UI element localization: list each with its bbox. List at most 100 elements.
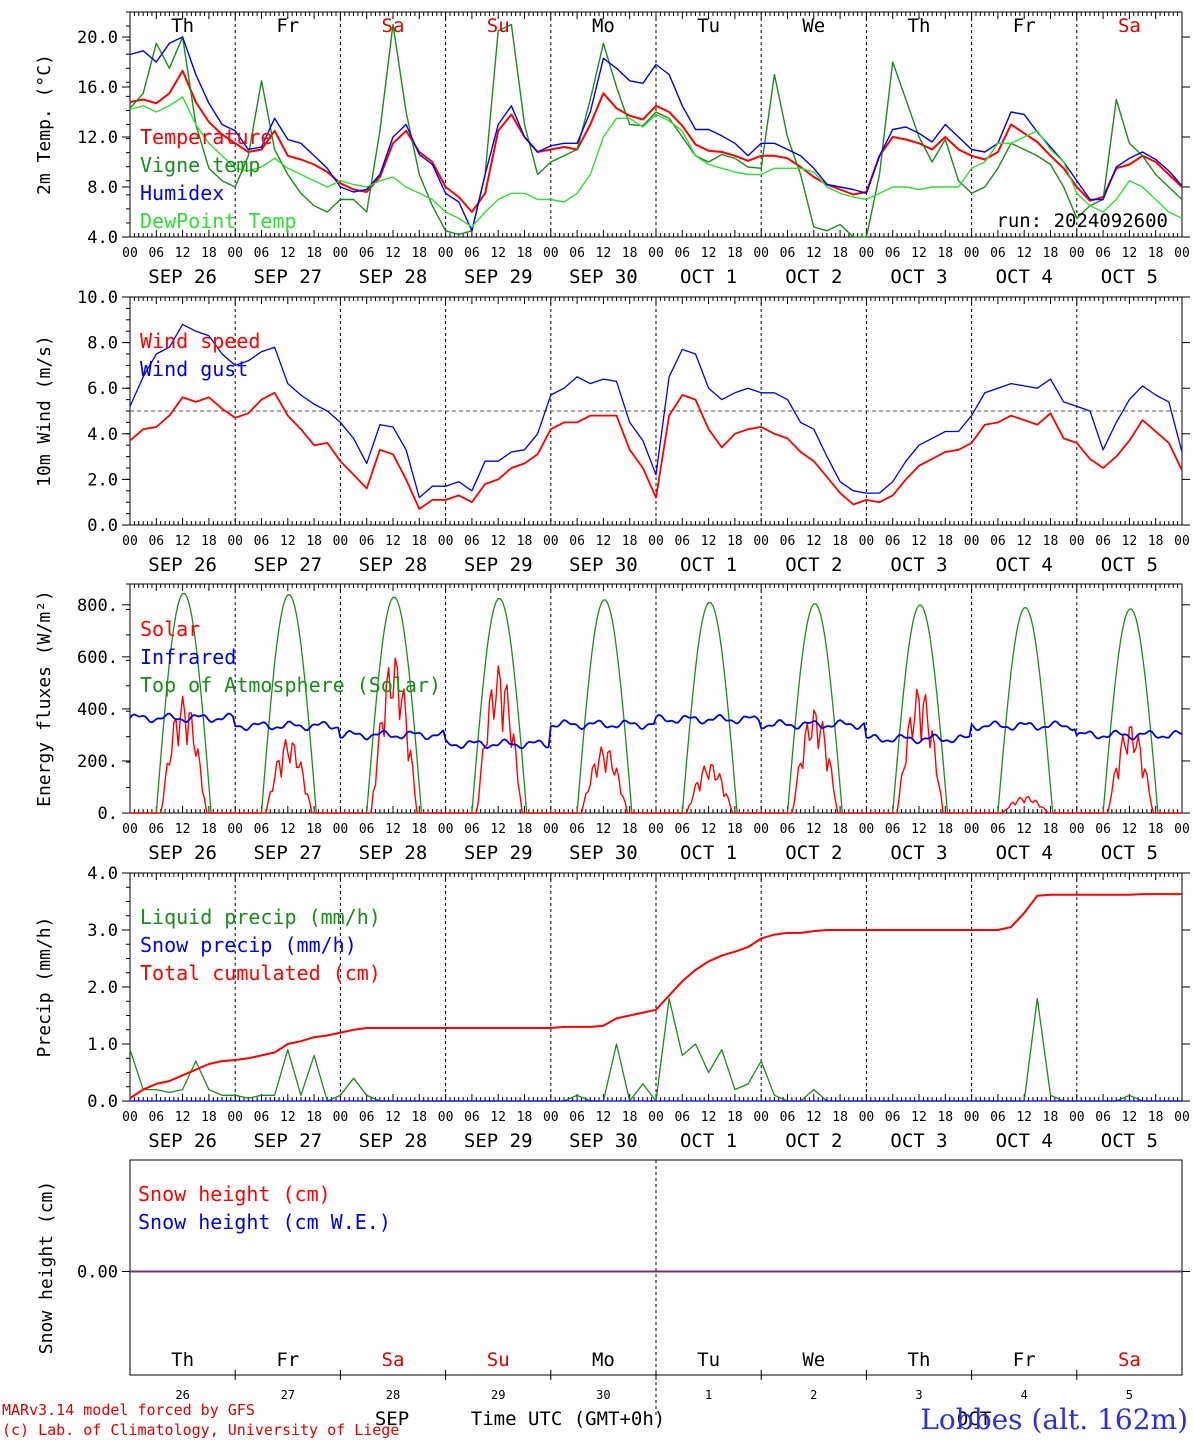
hour-label: 12 (280, 822, 296, 837)
lab-credit: (c) Lab. of Climatology, University of L… (2, 1421, 399, 1439)
hour-label: 06 (885, 1110, 901, 1125)
y-tick-label: 20.0 (77, 28, 118, 48)
hour-label: 06 (464, 246, 480, 261)
hour-label: 18 (306, 534, 322, 549)
hour-label: 00 (122, 822, 138, 837)
hour-label: 12 (596, 822, 612, 837)
x-axis-title: Time UTC (GMT+0h) (471, 1408, 665, 1430)
weekday-label-bottom: Su (487, 1349, 510, 1371)
hour-label: 18 (411, 1110, 427, 1125)
run-annotation: run: 2024092600 (996, 210, 1168, 232)
hour-label: 12 (280, 534, 296, 549)
hour-label: 06 (359, 534, 375, 549)
hour-label: 12 (911, 534, 927, 549)
hour-label: 18 (832, 1110, 848, 1125)
hour-label: 18 (517, 822, 533, 837)
hour-label: 00 (753, 822, 769, 837)
weekday-label-top: We (802, 15, 825, 37)
station-label: Lobbes (alt. 162m) (920, 1403, 1188, 1436)
y-tick-label: 8.0 (87, 334, 118, 354)
hour-label: 06 (674, 822, 690, 837)
hour-label: 06 (990, 534, 1006, 549)
series-line-2 (129, 36, 1183, 232)
hour-label: 18 (832, 246, 848, 261)
series-line-1 (129, 23, 1183, 238)
hour-label: 06 (359, 246, 375, 261)
hour-label: 00 (438, 534, 454, 549)
date-label: SEP 28 (359, 266, 428, 288)
panel-frame (129, 11, 1183, 238)
hour-label: 18 (937, 1110, 953, 1125)
hour-label: 06 (148, 1110, 164, 1125)
hour-label: 12 (911, 822, 927, 837)
y-tick-label: 2.0 (87, 978, 118, 998)
legend-entry: Liquid precip (mm/h) (140, 905, 381, 929)
hour-label: 18 (201, 822, 217, 837)
hour-label: 12 (1016, 822, 1032, 837)
hour-label: 06 (674, 1110, 690, 1125)
hour-label: 00 (1069, 822, 1085, 837)
legend-entry: Top of Atmosphere (Solar) (140, 673, 441, 697)
series-line-0 (129, 69, 1183, 213)
date-label: SEP 26 (148, 842, 217, 864)
hour-label: 12 (806, 246, 822, 261)
month-label-sep: SEP (375, 1408, 409, 1430)
weekday-label-bottom: We (802, 1349, 825, 1371)
hour-label: 18 (306, 1110, 322, 1125)
hour-label: 18 (517, 1110, 533, 1125)
hour-label: 00 (333, 822, 349, 837)
legend-entry: Wind speed (140, 329, 260, 353)
hour-label: 12 (490, 246, 506, 261)
date-label: SEP 26 (148, 1130, 217, 1152)
date-label: OCT 5 (1101, 1130, 1158, 1152)
y-axis-label: Energy fluxes (W/m²) (34, 590, 55, 807)
date-label: OCT 3 (890, 1130, 947, 1152)
hour-label: 06 (885, 534, 901, 549)
hour-label: 00 (648, 822, 664, 837)
weekday-label-bottom: Fr (276, 1349, 299, 1371)
hour-label: 00 (438, 246, 454, 261)
hour-label: 18 (727, 534, 743, 549)
legend-entry: Vigne temp (140, 153, 260, 177)
hour-label: 12 (701, 534, 717, 549)
date-label: SEP 28 (359, 554, 428, 576)
hour-label: 18 (306, 246, 322, 261)
hour-label: 00 (543, 534, 559, 549)
weekday-label-top: Th (171, 15, 194, 37)
date-label: OCT 4 (996, 554, 1053, 576)
weekday-label-bottom: Fr (1013, 1349, 1036, 1371)
hour-label: 06 (464, 1110, 480, 1125)
hour-label: 18 (517, 534, 533, 549)
hour-label: 06 (780, 534, 796, 549)
weekday-label-top: Su (487, 15, 510, 37)
weekday-label-top: Mo (592, 15, 615, 37)
hour-label: 12 (280, 1110, 296, 1125)
hour-label: 12 (490, 1110, 506, 1125)
date-label: OCT 2 (785, 266, 842, 288)
hour-label: 06 (1095, 246, 1111, 261)
hour-label: 18 (937, 534, 953, 549)
hour-label: 06 (359, 822, 375, 837)
hour-label: 12 (1122, 534, 1138, 549)
hour-label: 18 (201, 246, 217, 261)
date-label: OCT 2 (785, 842, 842, 864)
y-tick-label: 2.0 (87, 470, 118, 490)
hour-label: 12 (701, 1110, 717, 1125)
hour-label: 06 (569, 246, 585, 261)
hour-label: 06 (148, 822, 164, 837)
hour-label: 06 (885, 822, 901, 837)
y-tick-label: 12.0 (77, 128, 118, 148)
date-label: SEP 27 (253, 1130, 322, 1152)
series-line-1 (129, 323, 1183, 499)
hour-label: 06 (254, 246, 270, 261)
hour-label: 00 (227, 246, 243, 261)
hour-label: 06 (990, 822, 1006, 837)
hour-label: 00 (122, 534, 138, 549)
date-label: OCT 2 (785, 1130, 842, 1152)
y-tick-label: 6.0 (87, 379, 118, 399)
weekday-label-bottom: Sa (1118, 1349, 1141, 1371)
date-label: SEP 29 (464, 554, 533, 576)
hour-label: 12 (596, 246, 612, 261)
weekday-label-bottom: Tu (697, 1349, 720, 1371)
